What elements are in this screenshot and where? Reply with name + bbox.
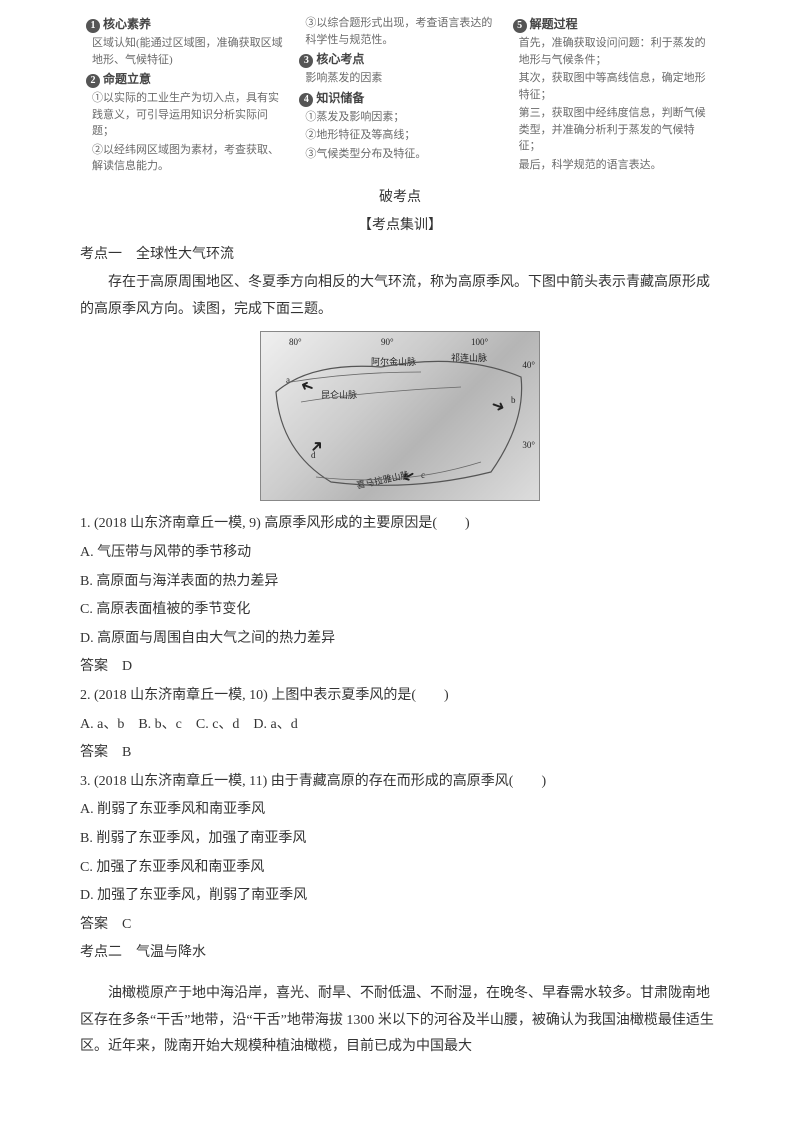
main-content: 考点一 全球性大气环流 存在于高原周围地区、冬夏季方向相反的大气环流，称为高原季… <box>80 242 720 1061</box>
q3-answer: 答案 C <box>80 912 720 939</box>
proposition-body-2: ②以经纬网区域图为素材，考查获取、解读信息能力。 <box>86 142 287 175</box>
solution-label: 解题过程 <box>530 17 578 31</box>
proposition-head: 2命题立意 <box>86 70 287 88</box>
num-2-icon: 2 <box>86 74 100 88</box>
solution-body-3: 第三，获取图中经纬度信息，判断气候类型，并准确分析利于蒸发的气候特征； <box>513 105 714 155</box>
q2-answer: 答案 B <box>80 740 720 767</box>
core-point-body: 影响蒸发的因素 <box>299 70 500 87</box>
section-break-title: 破考点 <box>0 185 800 212</box>
solution-body-4: 最后，科学规范的语言表达。 <box>513 157 714 174</box>
solution-head: 5解题过程 <box>513 15 714 33</box>
q3-option-a: A. 削弱了东亚季风和南亚季风 <box>80 797 720 824</box>
map-outline-icon <box>261 332 540 501</box>
q1-option-b: B. 高原面与海洋表面的热力差异 <box>80 569 720 596</box>
core-point-head: 3核心考点 <box>299 50 500 68</box>
plateau-monsoon-map: 80° 90° 100° 40° 30° 阿尔金山脉 祁连山脉 昆仑山脉 喜马拉… <box>260 331 540 501</box>
overview-col-1: 1核心素养 区域认知(能通过区域图，准确获取区域地形、气候特征) 2命题立意 ①… <box>80 15 293 177</box>
overview-col-2: ③以综合题形式出现，考查语言表达的科学性与规范性。 3核心考点 影响蒸发的因素 … <box>293 15 506 177</box>
q1-option-c: C. 高原表面植被的季节变化 <box>80 597 720 624</box>
num-3-icon: 3 <box>299 54 313 68</box>
q1-stem: 1. (2018 山东济南章丘一模, 9) 高原季风形成的主要原因是( ) <box>80 511 720 538</box>
proposition-label: 命题立意 <box>103 72 151 86</box>
q2-options: A. a、b B. b、c C. c、d D. a、d <box>80 712 720 739</box>
proposition-body-1: ①以实际的工业生产为切入点，具有实践意义，可引导运用知识分析实际问题； <box>86 90 287 140</box>
num-5-icon: 5 <box>513 19 527 33</box>
knowledge-body-1: ①蒸发及影响因素； <box>299 109 500 126</box>
q3-option-d: D. 加强了东亚季风，削弱了南亚季风 <box>80 883 720 910</box>
q1-option-d: D. 高原面与周围自由大气之间的热力差异 <box>80 626 720 653</box>
knowledge-body-3: ③气候类型分布及特征。 <box>299 146 500 163</box>
overview-box: 1核心素养 区域认知(能通过区域图，准确获取区域地形、气候特征) 2命题立意 ①… <box>80 15 720 177</box>
kaodian-1-intro: 存在于高原周围地区、冬夏季方向相反的大气环流，称为高原季风。下图中箭头表示青藏高… <box>80 270 720 323</box>
overview-col-3: 5解题过程 首先，准确获取设问问题：利于蒸发的地形与气候条件； 其次，获取图中等… <box>507 15 720 177</box>
kaodian-2-intro: 油橄榄原产于地中海沿岸，喜光、耐旱、不耐低温、不耐湿，在晚冬、早春需水较多。甘肃… <box>80 981 720 1061</box>
core-literacy-body: 区域认知(能通过区域图，准确获取区域地形、气候特征) <box>86 35 287 68</box>
num-1-icon: 1 <box>86 19 100 33</box>
section-training-title: 【考点集训】 <box>0 213 800 240</box>
solution-body-1: 首先，准确获取设问问题：利于蒸发的地形与气候条件； <box>513 35 714 68</box>
kaodian-1-title: 考点一 全球性大气环流 <box>80 242 720 269</box>
core-literacy-label: 核心素养 <box>103 17 151 31</box>
q3-option-c: C. 加强了东亚季风和南亚季风 <box>80 855 720 882</box>
num-4-icon: 4 <box>299 93 313 107</box>
spacer <box>80 967 720 979</box>
core-literacy-head: 1核心素养 <box>86 15 287 33</box>
core-point-label: 核心考点 <box>316 52 364 66</box>
q1-option-a: A. 气压带与风带的季节移动 <box>80 540 720 567</box>
knowledge-body-2: ②地形特征及等高线； <box>299 127 500 144</box>
q1-answer: 答案 D <box>80 654 720 681</box>
knowledge-head: 4知识储备 <box>299 89 500 107</box>
q3-stem: 3. (2018 山东济南章丘一模, 11) 由于青藏高原的存在而形成的高原季风… <box>80 769 720 796</box>
col2-pre: ③以综合题形式出现，考查语言表达的科学性与规范性。 <box>299 15 500 48</box>
knowledge-label: 知识储备 <box>316 91 364 105</box>
q2-stem: 2. (2018 山东济南章丘一模, 10) 上图中表示夏季风的是( ) <box>80 683 720 710</box>
q3-option-b: B. 削弱了东亚季风，加强了南亚季风 <box>80 826 720 853</box>
kaodian-2-title: 考点二 气温与降水 <box>80 940 720 967</box>
solution-body-2: 其次，获取图中等高线信息，确定地形特征； <box>513 70 714 103</box>
